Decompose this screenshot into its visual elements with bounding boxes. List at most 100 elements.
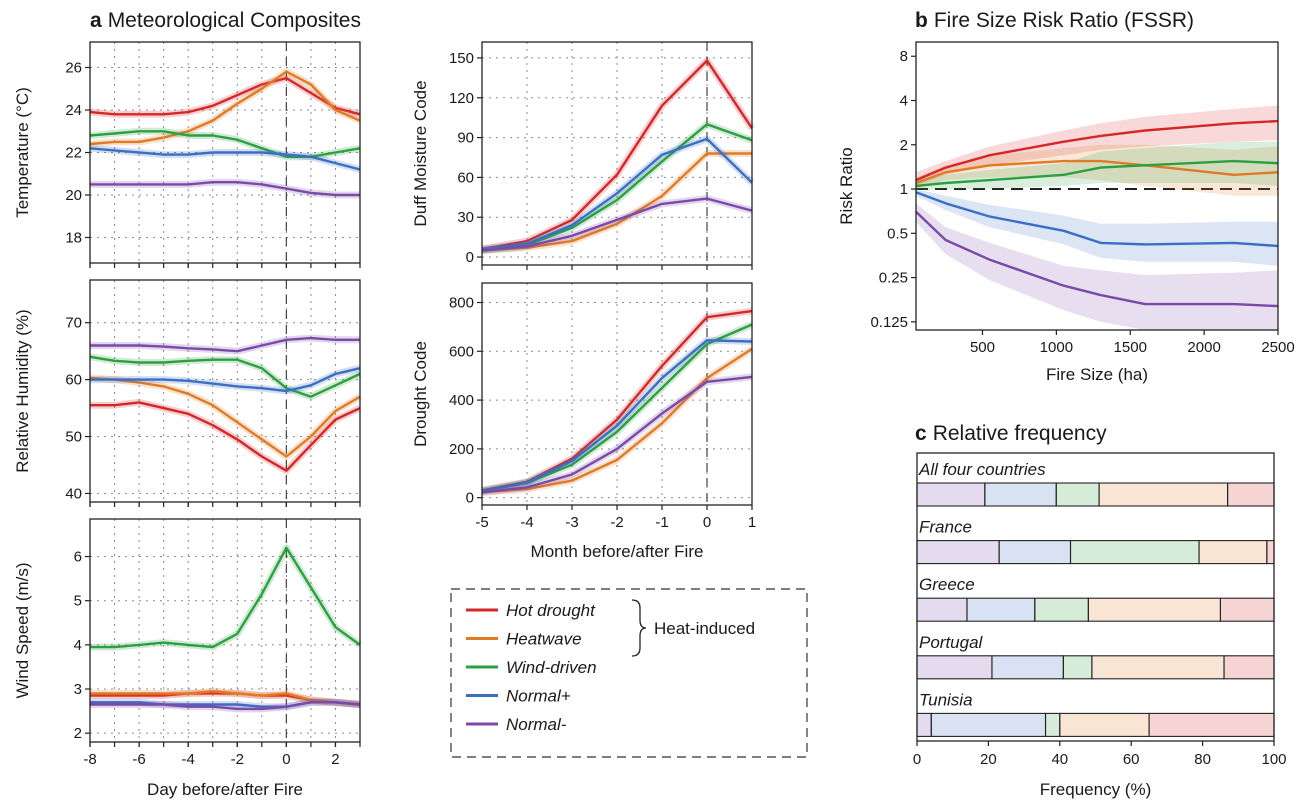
plot-frame: [915, 41, 1279, 331]
x-tick-label: 500: [970, 339, 995, 356]
y-tick-label: 800: [449, 295, 474, 312]
bar-segment-normal-plus: [991, 655, 1064, 680]
confidence-band-normal-plus: [916, 189, 1278, 266]
series-line-normal-plus: [915, 191, 1279, 248]
bar-segment-normal-minus: [916, 712, 932, 737]
x-tick-label: 2500: [1261, 339, 1294, 356]
y-tick-label: 200: [449, 441, 474, 458]
y-tick-label: 150: [449, 50, 474, 67]
y-axis-label: Temperature (°C): [13, 87, 32, 218]
x-tick-label: 80: [1194, 751, 1211, 768]
x-tick-label: 0: [282, 751, 290, 768]
plot-frame: [89, 518, 361, 743]
bar-segment-hot-drought: [1219, 597, 1275, 622]
relative-frequency-plot: All four countries France Greece Portugal Tu…: [913, 452, 1287, 799]
y-tick-label: 18: [65, 230, 82, 247]
x-tick-label: 0: [703, 514, 711, 531]
bar-segment-normal-minus: [916, 655, 993, 680]
y-tick-label: 0: [466, 490, 474, 507]
x-tick-label: 2: [331, 751, 339, 768]
bar-segment-normal-minus: [916, 597, 968, 622]
x-tick-label: 1: [748, 514, 756, 531]
x-tick-label: -3: [565, 514, 578, 531]
series-line-heatwave: [89, 376, 361, 458]
y-tick-label: 3: [74, 681, 82, 698]
y-tick-label: 30: [457, 209, 474, 226]
y-tick-label: 50: [65, 429, 82, 446]
series-line-normal-minus: [90, 180, 360, 197]
bar-segment-hot-drought: [1223, 655, 1275, 680]
bar-segment-wind-driven: [1069, 540, 1200, 565]
y-axis-label: Risk Ratio: [837, 147, 856, 224]
legend-label-hot-drought: Hot drought: [506, 601, 596, 620]
x-tick-label: 1500: [1114, 339, 1147, 356]
bar-segment-hot-drought: [1266, 540, 1275, 565]
series-line-normal-minus: [90, 336, 360, 353]
y-tick-label: 400: [449, 392, 474, 409]
bar-segment-normal-minus: [916, 540, 1000, 565]
y-tick-label: 0.5: [887, 225, 908, 242]
plot-frame: [89, 279, 361, 503]
series-line-normal-plus: [481, 137, 753, 251]
confidence-band-normal-minus: [916, 203, 1278, 330]
y-tick-label: 4: [900, 93, 908, 110]
series-line-normal-minus: [481, 197, 753, 252]
series-line-normal-minus: [90, 701, 361, 711]
y-tick-label: 0: [466, 249, 474, 266]
wind-speed-plot: 2 3 4 5 6 -8 -6 -4 -2 0 2 Wind Speed (m/s): [13, 518, 363, 768]
day-axis-label: Day before/after Fire: [147, 780, 303, 799]
x-tick-label: 0: [913, 751, 921, 768]
bar-segment-normal-plus: [966, 597, 1036, 622]
bar-segment-hot-drought: [1227, 482, 1275, 507]
panel-b-title: b Fire Size Risk Ratio (FSSR): [915, 9, 1194, 32]
fire-size-risk-ratio-plot: 0.125 0.25 0.5 1 2 4 8 500 1000 1500 2000 2500 Risk …: [837, 41, 1295, 384]
bar-segment-normal-plus: [930, 712, 1047, 737]
y-tick-label: 22: [65, 145, 82, 162]
series-line-hot-drought: [481, 59, 753, 251]
temperature-plot: 18 20 22 24 26 Temperature (°C): [13, 41, 362, 268]
x-tick-label: 2000: [1187, 339, 1220, 356]
bar-segment-wind-driven: [1062, 655, 1093, 680]
bar-segment-heatwave: [1198, 540, 1268, 565]
series-line-hot-drought: [90, 401, 361, 472]
y-tick-label: 40: [65, 485, 82, 502]
month-axis-label: Month before/after Fire: [531, 542, 704, 561]
bar-segment-wind-driven: [1055, 482, 1100, 507]
x-tick-label: 100: [1261, 751, 1286, 768]
series-line-hot-drought: [89, 76, 361, 116]
panel-c-title: c Relative frequency: [915, 422, 1107, 445]
bar-segment-heatwave: [1059, 712, 1150, 737]
x-tick-label: -4: [182, 751, 195, 768]
y-tick-label: 5: [74, 593, 82, 610]
series-line-normal-minus: [481, 375, 753, 494]
y-tick-label: 90: [457, 130, 474, 147]
series-line-heatwave: [481, 347, 753, 494]
y-tick-label: 6: [74, 549, 82, 566]
series-line-normal-minus: [915, 210, 1279, 308]
y-tick-label: 1: [900, 181, 908, 198]
x-tick-label: 20: [980, 751, 997, 768]
bar-segment-wind-driven: [1044, 712, 1061, 737]
y-tick-label: 26: [65, 60, 82, 77]
x-tick-label: -2: [610, 514, 623, 531]
y-tick-label: 20: [65, 187, 82, 204]
bar-segment-heatwave: [1098, 482, 1229, 507]
x-tick-label: -5: [475, 514, 488, 531]
series-line-normal-plus: [89, 147, 361, 171]
bar-segment-normal-plus: [998, 540, 1072, 565]
series-line-hot-drought: [915, 119, 1279, 182]
legend-label-heatwave: Heatwave: [506, 630, 582, 649]
bar-segment-normal-minus: [916, 482, 986, 507]
x-tick-label: -8: [83, 751, 96, 768]
y-tick-label: 0.25: [879, 270, 908, 287]
y-axis-label: Drought Code: [411, 341, 430, 447]
category-label: Tunisia: [919, 690, 973, 709]
series-line-wind-driven: [915, 159, 1279, 188]
legend-label-normal-plus: Normal+: [506, 687, 571, 706]
x-tick-label: -2: [231, 751, 244, 768]
y-tick-label: 60: [65, 372, 82, 389]
plot-frame: [916, 452, 1275, 742]
y-axis-label: Wind Speed (m/s): [13, 562, 32, 698]
x-tick-label: 40: [1051, 751, 1068, 768]
